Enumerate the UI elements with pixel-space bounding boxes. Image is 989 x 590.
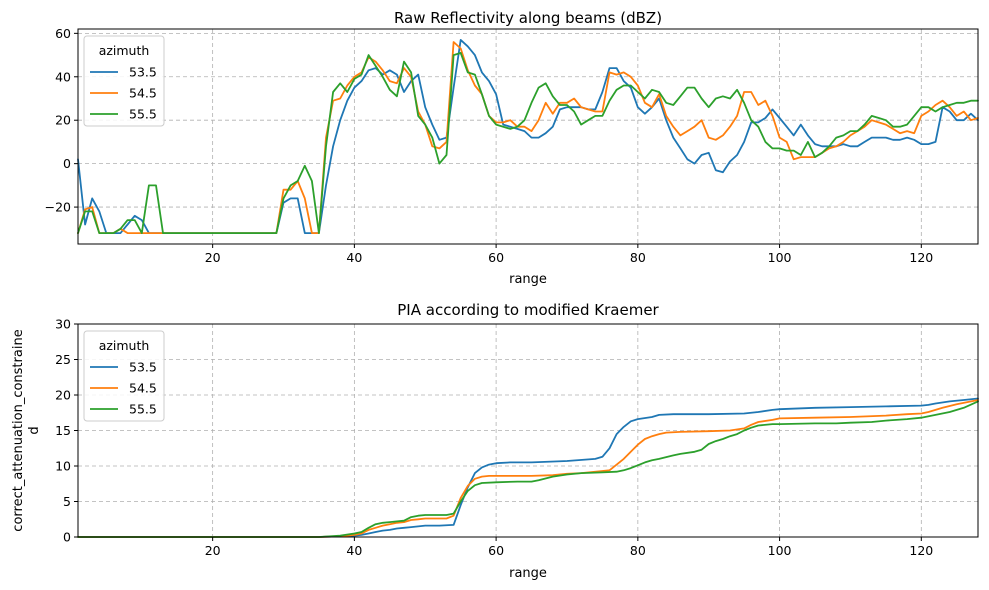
x-tick-label: 20 [205,543,221,558]
plot-frame [77,28,979,245]
grid [78,29,978,244]
chart-title: PIA according to modified Kraemer [397,301,659,319]
x-tick-label: 60 [488,250,504,265]
series-line-55-5 [77,52,979,234]
x-tick-label: 80 [630,250,646,265]
x-tick-label: 100 [768,543,792,558]
y-tick-label: −20 [45,200,71,215]
y-tick-label: 20 [55,388,71,403]
axis-ticks: 20 40 60 80 100 120 −20 0 20 40 60 [45,26,934,265]
x-tick-label: 100 [768,250,792,265]
y-axis-label: correct_attenuation_constrained [11,329,42,531]
x-axis-label: range [509,566,547,581]
legend-entry-label: 53.5 [129,360,157,375]
y-tick-label: 60 [55,26,71,41]
x-tick-label: 120 [909,543,933,558]
x-tick-label: 20 [205,250,221,265]
legend-title: azimuth [99,43,150,58]
y-axis-label-line: d [27,426,42,434]
y-tick-label: 15 [55,423,71,438]
x-tick-label: 80 [630,543,646,558]
x-axis-label: range [509,272,547,287]
series-lines [77,39,979,234]
series-lines [77,397,979,538]
x-tick-label: 60 [488,543,504,558]
chart-title: Raw Reflectivity along beams (dBZ) [394,9,662,27]
legend-entry-label: 54.5 [129,381,157,396]
legend-entry-label: 55.5 [129,402,157,417]
legend: azimuth 53.5 54.5 55.5 [83,330,165,422]
y-tick-label: 40 [55,69,71,84]
legend-box [83,330,165,422]
y-axis-label-line: correct_attenuation_constraine [11,329,26,531]
pia-chart: PIA according to modified Kraemer 20 40 60… [11,301,979,581]
x-tick-label: 120 [909,250,933,265]
legend-entry-label: 55.5 [129,107,157,122]
series-line-54-5 [77,41,979,234]
legend-box [83,35,165,127]
series-line-55-5 [77,400,979,538]
x-tick-label: 40 [346,250,362,265]
legend-entry-label: 53.5 [129,65,157,80]
legend-title: azimuth [99,338,150,353]
y-tick-label: 20 [55,113,71,128]
y-tick-label: 30 [55,317,71,332]
y-tick-label: 25 [55,352,71,367]
series-line-53-5 [77,397,979,538]
reflectivity-chart: Raw Reflectivity along beams (dBZ) 20 40 6… [45,9,979,287]
y-tick-label: 0 [63,530,71,545]
legend: azimuth 53.5 54.5 55.5 [83,35,165,127]
series-line-53-5 [77,39,979,234]
y-tick-label: 5 [63,494,71,509]
y-tick-label: 0 [63,156,71,171]
y-tick-label: 10 [55,459,71,474]
legend-entry-label: 54.5 [129,86,157,101]
x-tick-label: 40 [346,543,362,558]
axis-ticks: 20 40 60 80 100 120 0 5 10 15 20 25 30 [55,317,933,559]
